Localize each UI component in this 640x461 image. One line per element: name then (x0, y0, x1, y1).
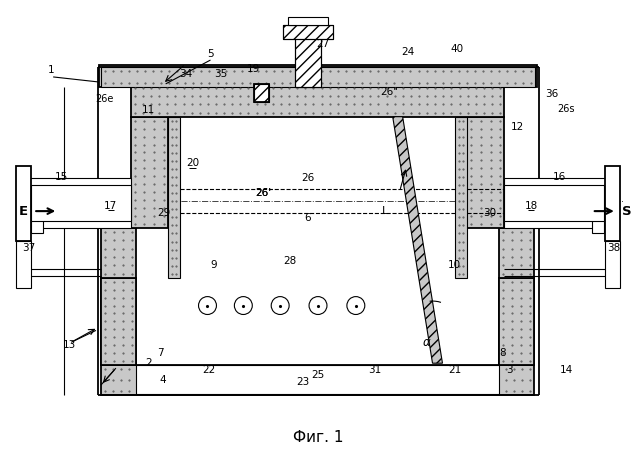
Text: 40: 40 (451, 44, 464, 54)
Bar (17, 166, 31, 241)
Text: 17: 17 (104, 201, 118, 211)
Text: 9: 9 (210, 260, 217, 270)
Bar (99, 65, 537, 87)
Bar (283, 25, 333, 39)
Text: 22: 22 (202, 365, 215, 375)
Text: 20: 20 (186, 159, 199, 168)
Text: 19: 19 (246, 64, 260, 74)
Bar (31, 185, 131, 221)
Text: 5: 5 (207, 49, 214, 59)
Text: 26': 26' (255, 188, 271, 198)
Text: 25: 25 (312, 370, 324, 380)
Text: 16: 16 (552, 172, 566, 182)
Circle shape (309, 296, 327, 314)
Bar (295, 32, 321, 87)
Bar (605, 241, 620, 288)
Bar (101, 228, 136, 278)
Bar (168, 117, 180, 278)
Polygon shape (101, 278, 136, 365)
Bar (504, 178, 619, 228)
Text: 11: 11 (142, 105, 156, 115)
Polygon shape (499, 278, 534, 365)
Bar (283, 25, 333, 39)
Text: 23: 23 (296, 377, 310, 387)
Text: 4: 4 (159, 375, 166, 385)
Bar (136, 365, 499, 394)
Bar (101, 365, 534, 395)
Text: 37: 37 (22, 243, 36, 253)
Circle shape (198, 296, 216, 314)
Bar (605, 166, 620, 241)
Bar (101, 67, 535, 87)
Bar (17, 178, 131, 228)
Text: 26': 26' (255, 188, 271, 198)
Text: 38: 38 (607, 243, 620, 253)
Bar (499, 278, 534, 365)
Text: 6: 6 (305, 213, 312, 223)
Text: 15: 15 (54, 172, 68, 182)
Text: 36: 36 (545, 89, 559, 99)
Text: 35: 35 (214, 69, 227, 79)
Bar (254, 84, 269, 102)
Bar (131, 84, 504, 117)
Text: 10: 10 (448, 260, 461, 270)
Bar (295, 32, 321, 87)
Bar (180, 117, 456, 364)
Circle shape (271, 296, 289, 314)
Text: 27: 27 (316, 39, 330, 49)
Text: 13: 13 (63, 340, 76, 350)
Bar (254, 84, 269, 102)
Text: 3: 3 (506, 365, 513, 375)
Text: 26": 26" (381, 87, 399, 97)
Text: 34: 34 (179, 69, 192, 79)
Text: 21: 21 (448, 365, 461, 375)
Text: 26: 26 (301, 173, 315, 183)
Text: 12: 12 (511, 122, 524, 132)
Bar (499, 228, 534, 278)
Bar (17, 241, 31, 288)
Bar (131, 117, 168, 228)
Text: 30: 30 (483, 208, 496, 218)
Bar (456, 117, 467, 278)
Text: E: E (19, 205, 28, 218)
Text: 26s: 26s (557, 104, 575, 114)
Text: 18: 18 (524, 201, 538, 211)
Text: $\alpha$: $\alpha$ (422, 336, 431, 349)
Bar (101, 278, 136, 365)
Bar (31, 188, 44, 233)
Bar (504, 185, 604, 221)
Text: 14: 14 (560, 365, 573, 375)
Text: Фиг. 1: Фиг. 1 (292, 430, 343, 445)
Polygon shape (393, 117, 442, 363)
Text: 26e: 26e (95, 94, 113, 104)
Text: S: S (622, 205, 632, 218)
Circle shape (347, 296, 365, 314)
Text: 7: 7 (157, 348, 164, 358)
Bar (288, 18, 328, 25)
Bar (592, 188, 604, 233)
Text: 29: 29 (157, 208, 170, 218)
Text: 2: 2 (145, 358, 152, 368)
Text: 8: 8 (499, 348, 506, 358)
Bar (467, 117, 504, 228)
Text: 1: 1 (48, 65, 54, 75)
Text: 24: 24 (401, 47, 414, 57)
Text: 31: 31 (368, 365, 381, 375)
Text: 28: 28 (284, 256, 297, 266)
Text: L: L (381, 206, 388, 216)
Circle shape (234, 296, 252, 314)
